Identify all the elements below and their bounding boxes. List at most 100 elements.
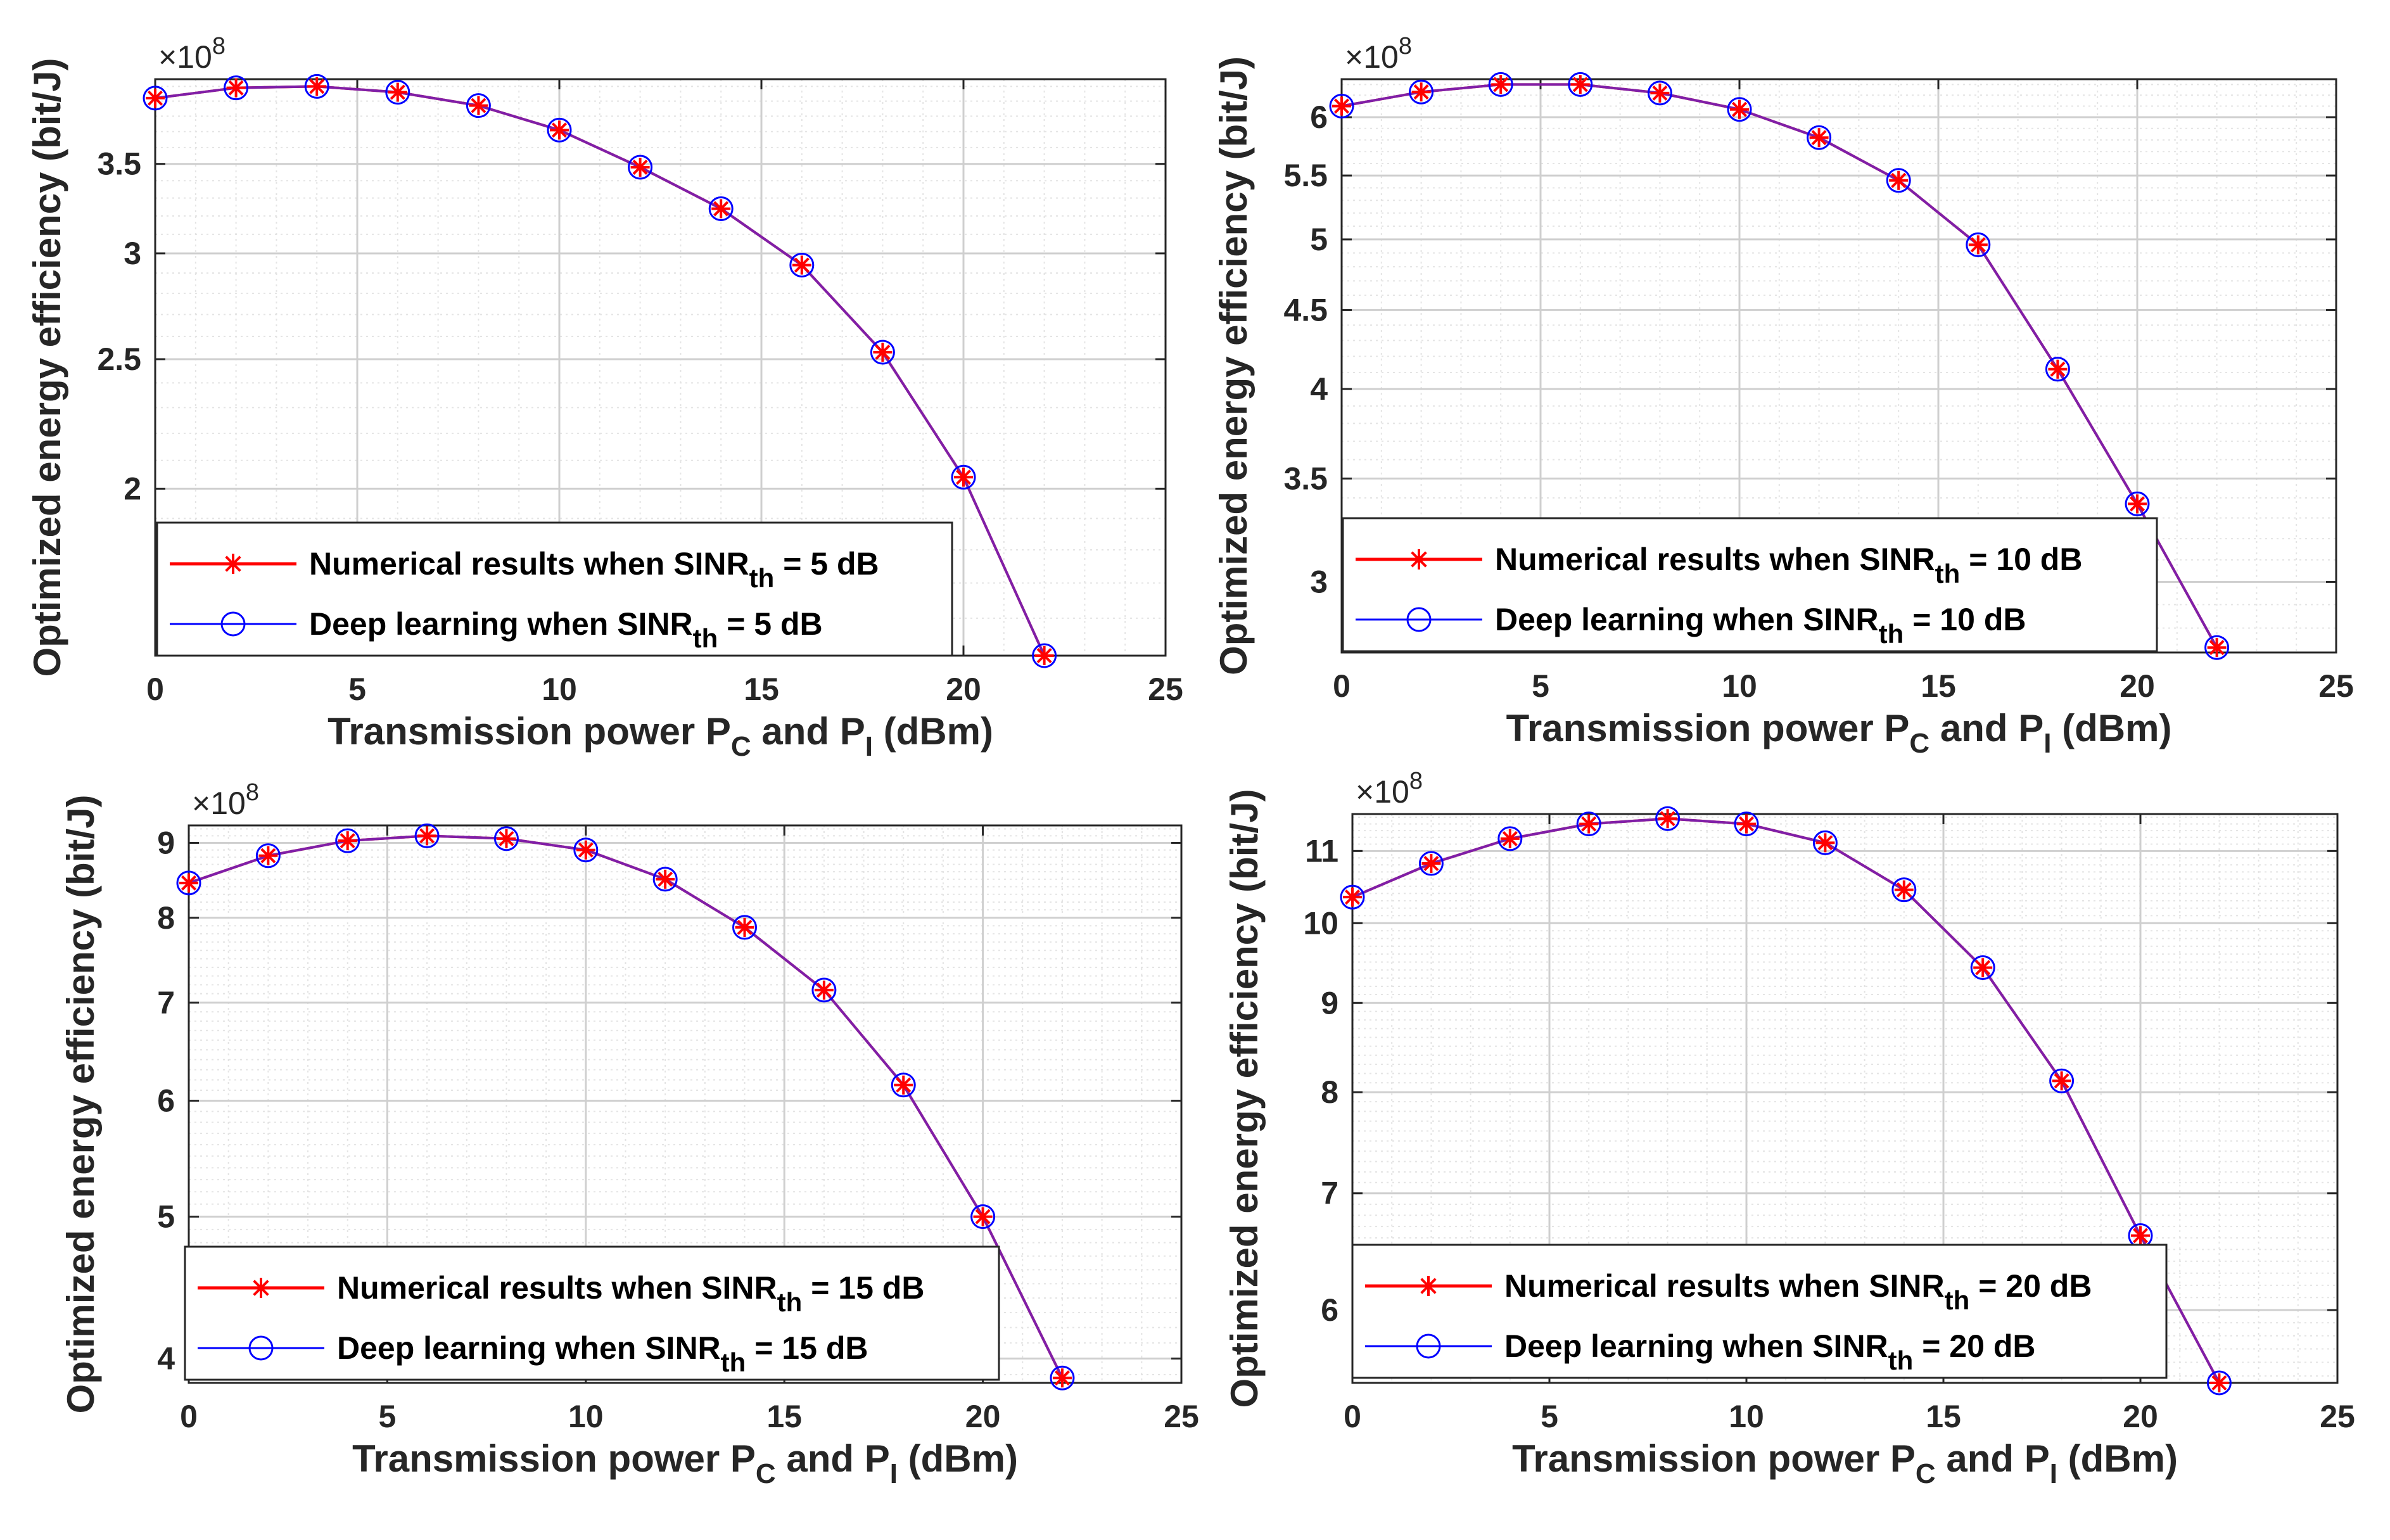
data-point-deep-learning <box>304 73 329 99</box>
data-point-deep-learning <box>891 1072 916 1098</box>
x-label-sub: I <box>865 731 873 762</box>
x-tick-label: 5 <box>1541 1399 1558 1434</box>
data-point-deep-learning <box>547 117 572 143</box>
data-point-numerical <box>656 869 675 889</box>
asterisk-stroke <box>658 871 673 887</box>
series-line-deep-learning <box>1352 817 2221 1384</box>
y-tick-label: 2 <box>124 471 141 506</box>
data-point-numerical <box>1894 880 1914 900</box>
y-tick-label: 11 <box>1305 833 1338 869</box>
data-point-deep-learning <box>1032 643 1057 668</box>
legend-text: Deep learning when SINR <box>337 1330 721 1366</box>
asterisk-stroke <box>225 556 241 572</box>
x-tick-label: 10 <box>1729 1399 1764 1434</box>
x-label-text: (dBm) <box>2057 1437 2178 1480</box>
data-point-numerical <box>1650 83 1670 103</box>
data-point-deep-learning <box>970 1204 996 1230</box>
x-label-text: Transmission power P <box>1506 707 1910 749</box>
data-point-numerical <box>792 255 811 275</box>
x-tick-label: 5 <box>1532 668 1549 704</box>
legend-box <box>184 1245 1000 1381</box>
data-point-deep-learning <box>385 80 410 105</box>
exponent-power: 8 <box>1399 33 1412 60</box>
data-point-numerical <box>873 343 893 362</box>
y-tick-label: 6 <box>1310 99 1328 135</box>
asterisk-stroke <box>253 1280 269 1296</box>
asterisk-stroke <box>1502 830 1518 846</box>
data-point-numerical <box>894 1075 913 1095</box>
data-point-numerical <box>711 199 731 219</box>
legend-text: Deep learning when SINR <box>1504 1328 1888 1364</box>
data-point-deep-learning <box>1488 72 1513 97</box>
exponent-base: ×10 <box>1345 39 1399 75</box>
legend-text: Numerical results when SINR <box>337 1270 777 1306</box>
legend-box <box>1342 517 2158 652</box>
x-tick-label: 5 <box>348 671 366 707</box>
asterisk-stroke <box>1333 98 1350 114</box>
y-tick-label: 5 <box>1310 222 1328 257</box>
data-point-numerical <box>1332 96 1351 116</box>
x-label-text: and P <box>776 1437 890 1480</box>
y-axis-label: Optimized energy efficiency (bit/J) <box>26 58 68 677</box>
x-label-text: (dBm) <box>2051 707 2171 749</box>
legend-label-deep-learning: Deep learning when SINRth = 5 dB <box>309 606 823 653</box>
data-point-numerical <box>550 120 569 140</box>
x-tick-label: 15 <box>1926 1399 1961 1434</box>
x-label-sub: I <box>2050 1458 2057 1489</box>
y-tick-label: 5.5 <box>1283 158 1328 193</box>
exponent-base: ×10 <box>192 786 246 821</box>
x-label-sub: I <box>890 1458 898 1489</box>
y-tick-label: 4 <box>1310 371 1328 407</box>
legend-subscript: th <box>1879 619 1904 649</box>
y-tick-label: 3.5 <box>97 146 141 182</box>
x-tick-label: 15 <box>766 1399 802 1434</box>
data-point-deep-learning <box>466 93 491 118</box>
data-point-deep-learning <box>870 340 895 365</box>
legend-label-numerical: Numerical results when SINRth = 15 dB <box>337 1270 924 1317</box>
data-point-numerical <box>1889 170 1909 190</box>
legend-label-numerical: Numerical results when SINRth = 20 dB <box>1504 1268 2092 1315</box>
data-point-deep-learning <box>1655 806 1681 831</box>
y-tick-label: 9 <box>157 825 175 861</box>
data-point-deep-learning <box>1734 811 1759 837</box>
asterisk-stroke <box>1423 856 1439 872</box>
legend-label-deep-learning: Deep learning when SINRth = 20 dB <box>1504 1328 2035 1375</box>
data-point-deep-learning <box>493 826 519 851</box>
y-tick-label: 9 <box>1321 985 1338 1021</box>
data-point-deep-learning <box>414 823 440 848</box>
legend-marker-asterisk <box>223 554 243 574</box>
x-label-text: Transmission power P <box>327 710 731 753</box>
legend-text: = 10 dB <box>1904 602 2026 637</box>
asterisk-stroke <box>1817 835 1833 851</box>
series-line-deep-learning <box>1341 83 2218 649</box>
x-tick-label: 5 <box>378 1399 396 1434</box>
data-point-deep-learning <box>255 843 281 869</box>
legend-label-numerical: Numerical results when SINRth = 5 dB <box>309 546 879 593</box>
x-label-sub: C <box>756 1458 776 1489</box>
asterisk-stroke <box>1891 172 1907 188</box>
legend-text: Deep learning when SINR <box>309 606 693 642</box>
series-line-deep-learning <box>188 834 1064 1379</box>
x-label-sub: I <box>2044 728 2051 759</box>
data-point-deep-learning <box>2049 1068 2075 1093</box>
asterisk-stroke <box>228 80 244 96</box>
exponent-power: 8 <box>246 779 259 806</box>
exponent-power: 8 <box>212 33 226 60</box>
data-point-deep-learning <box>335 828 360 853</box>
data-point-deep-learning <box>573 837 599 863</box>
x-tick-label: 25 <box>1164 1399 1199 1434</box>
x-tick-label: 10 <box>1722 668 1757 704</box>
asterisk-stroke <box>975 1209 991 1225</box>
y-tick-label: 4.5 <box>1283 292 1328 328</box>
asterisk-stroke <box>2054 1073 2069 1089</box>
y-exponent-label: ×108 <box>158 33 226 75</box>
x-label-text: Transmission power P <box>1512 1437 1916 1480</box>
data-point-deep-learning <box>1340 884 1365 910</box>
x-tick-label: 20 <box>965 1399 1001 1434</box>
chart-panel-1: 0 5 10 15 20 25 2 2.5 3 3.5 ×108 Transmission power… <box>26 33 1183 762</box>
legend-label-numerical: Numerical results when SINRth = 10 dB <box>1495 542 2082 589</box>
legend: Numerical results when SINRth = 10 dBDee… <box>1342 517 2158 652</box>
asterisk-stroke <box>2132 1228 2149 1244</box>
asterisk-stroke <box>1411 551 1427 568</box>
